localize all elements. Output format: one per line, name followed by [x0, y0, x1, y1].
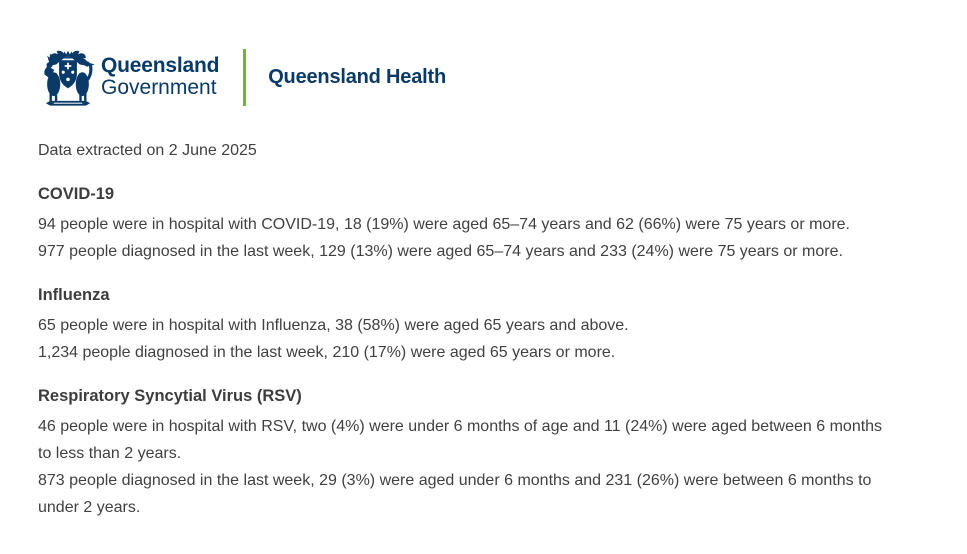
stat-line: 65 people were in hospital with Influenz… [38, 317, 629, 334]
stat-line: 94 people were in hospital with COVID-19… [38, 216, 850, 233]
stat-line: 977 people diagnosed in the last week, 1… [38, 243, 843, 260]
section-rsv: Respiratory Syncytial Virus (RSV) 46 peo… [38, 383, 967, 521]
section-heading: Influenza [38, 286, 110, 304]
data-extracted-note: Data extracted on 2 June 2025 [38, 142, 257, 159]
page-header: Queensland Government Queensland Health [0, 0, 967, 109]
stat-line: 46 people were in hospital with RSV, two… [38, 418, 883, 435]
section-heading: COVID-19 [38, 185, 115, 203]
logo-text-government: Government [101, 76, 217, 99]
header-divider [243, 48, 247, 106]
section-covid-19: COVID-19 94 people were in hospital with… [38, 181, 967, 265]
stat-line: 873 people diagnosed in the last week, 2… [38, 472, 872, 489]
content: Data extracted on 2 June 2025 COVID-19 9… [38, 137, 967, 521]
stat-line: to less than 2 years. [38, 445, 182, 462]
stat-line: 1,234 people diagnosed in the last week,… [38, 344, 616, 361]
stat-line: under 2 years. [38, 499, 141, 516]
logo-text-queensland: Queensland [101, 54, 220, 77]
logo-wordmark: Queensland Government [101, 55, 219, 99]
section-influenza: Influenza 65 people were in hospital wit… [38, 282, 967, 366]
site-title: Queensland Health [268, 65, 446, 88]
coat-of-arms-icon [44, 50, 95, 106]
queensland-government-logo[interactable]: Queensland Government [38, 46, 219, 108]
section-heading: Respiratory Syncytial Virus (RSV) [38, 387, 302, 405]
